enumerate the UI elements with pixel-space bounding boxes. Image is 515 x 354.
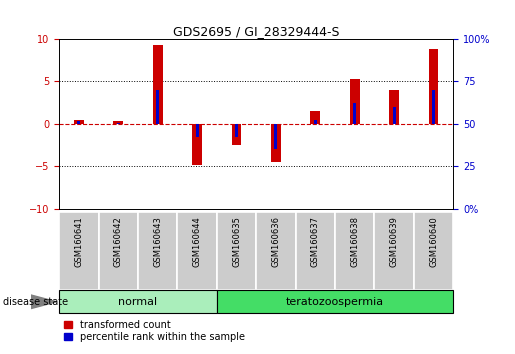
Bar xyxy=(374,212,414,290)
Text: GSM160636: GSM160636 xyxy=(271,216,280,267)
Bar xyxy=(432,90,435,124)
Bar xyxy=(59,212,99,290)
Bar xyxy=(153,45,163,124)
Text: GSM160640: GSM160640 xyxy=(429,216,438,267)
Bar xyxy=(350,79,359,124)
Text: normal: normal xyxy=(118,297,158,307)
Legend: transformed count, percentile rank within the sample: transformed count, percentile rank withi… xyxy=(64,320,245,342)
Bar xyxy=(353,103,356,124)
Text: disease state: disease state xyxy=(3,297,67,307)
Bar xyxy=(311,111,320,124)
Text: GSM160639: GSM160639 xyxy=(390,216,399,267)
Text: GSM160637: GSM160637 xyxy=(311,216,320,267)
Bar xyxy=(74,120,84,124)
Title: GDS2695 / GI_28329444-S: GDS2695 / GI_28329444-S xyxy=(173,25,339,38)
Bar xyxy=(235,124,238,137)
Bar xyxy=(177,212,217,290)
Bar xyxy=(314,120,317,124)
Bar xyxy=(414,212,453,290)
Bar xyxy=(156,90,159,124)
Bar xyxy=(196,124,199,137)
Text: GSM160644: GSM160644 xyxy=(193,216,201,267)
Text: GSM160635: GSM160635 xyxy=(232,216,241,267)
Bar xyxy=(138,212,177,290)
Bar xyxy=(113,120,123,124)
Text: teratozoospermia: teratozoospermia xyxy=(286,297,384,307)
Bar xyxy=(389,90,399,124)
Text: GSM160641: GSM160641 xyxy=(75,216,83,267)
Polygon shape xyxy=(31,295,57,309)
Bar xyxy=(99,212,138,290)
Bar xyxy=(392,107,396,124)
Bar xyxy=(217,212,256,290)
Bar xyxy=(217,290,453,313)
Bar xyxy=(274,124,278,149)
Bar xyxy=(271,124,281,162)
Bar xyxy=(117,122,120,124)
Text: GSM160638: GSM160638 xyxy=(350,216,359,267)
Bar xyxy=(59,290,217,313)
Bar xyxy=(192,124,202,165)
Bar xyxy=(428,49,438,124)
Bar xyxy=(256,212,296,290)
Text: GSM160642: GSM160642 xyxy=(114,216,123,267)
Bar xyxy=(296,212,335,290)
Bar xyxy=(335,212,374,290)
Bar xyxy=(232,124,242,145)
Bar xyxy=(77,121,80,124)
Text: GSM160643: GSM160643 xyxy=(153,216,162,267)
